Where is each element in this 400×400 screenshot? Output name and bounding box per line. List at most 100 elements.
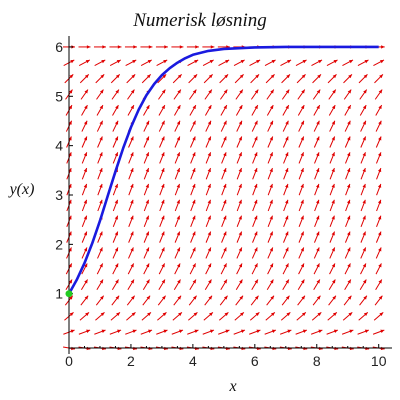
field-arrow bbox=[329, 263, 336, 275]
field-arrow bbox=[205, 152, 212, 164]
axes bbox=[68, 36, 392, 354]
field-arrow bbox=[267, 120, 274, 132]
field-arrow bbox=[110, 312, 121, 321]
field-arrow bbox=[96, 89, 104, 100]
y-tick-label: 6 bbox=[55, 39, 63, 55]
field-arrow bbox=[267, 136, 274, 148]
field-arrow bbox=[128, 231, 134, 243]
field-arrow bbox=[376, 183, 382, 196]
field-arrow bbox=[282, 104, 290, 116]
field-arrow bbox=[326, 329, 339, 335]
field-arrow bbox=[78, 329, 91, 335]
field-arrow bbox=[329, 120, 336, 132]
field-arrow bbox=[298, 215, 304, 228]
field-arrow bbox=[205, 215, 212, 228]
field-arrow bbox=[298, 152, 305, 164]
field-arrow bbox=[127, 89, 135, 100]
field-arrow bbox=[249, 312, 260, 321]
field-arrow bbox=[295, 329, 308, 335]
field-arrow bbox=[328, 89, 337, 100]
field-arrow bbox=[81, 120, 88, 132]
field-arrow bbox=[249, 59, 261, 67]
field-arrow bbox=[156, 59, 168, 67]
field-arrow bbox=[141, 74, 152, 84]
field-arrow bbox=[125, 329, 137, 335]
field-arrow bbox=[219, 74, 229, 84]
field-arrow bbox=[328, 279, 336, 291]
field-arrow bbox=[298, 136, 305, 148]
field-arrow bbox=[360, 183, 366, 196]
field-arrow bbox=[81, 136, 88, 148]
field-arrow bbox=[281, 74, 291, 84]
field-arrow bbox=[329, 152, 335, 164]
field-arrow bbox=[375, 120, 382, 132]
field-arrow bbox=[311, 312, 322, 321]
field-arrow bbox=[374, 89, 383, 100]
field-arrow bbox=[111, 89, 120, 100]
field-arrow bbox=[220, 120, 227, 132]
field-arrow bbox=[360, 231, 366, 243]
field-arrow bbox=[111, 295, 120, 306]
field-arrow bbox=[78, 45, 91, 49]
field-arrow bbox=[95, 312, 105, 321]
initial-point bbox=[65, 290, 73, 298]
field-arrow bbox=[112, 104, 119, 116]
field-arrow bbox=[109, 59, 121, 67]
field-arrow bbox=[236, 263, 243, 275]
field-arrow bbox=[112, 152, 119, 164]
field-arrow bbox=[329, 247, 336, 259]
y-tick-label: 2 bbox=[55, 236, 63, 252]
field-arrow bbox=[221, 231, 227, 243]
field-arrow bbox=[140, 329, 153, 335]
field-arrow bbox=[283, 183, 289, 196]
field-arrow bbox=[328, 104, 336, 116]
field-arrow bbox=[140, 45, 153, 49]
x-tick-label: 0 bbox=[65, 353, 73, 369]
x-axis-label: x bbox=[228, 378, 236, 395]
solution-curve bbox=[67, 45, 379, 295]
field-arrow bbox=[158, 263, 166, 275]
field-arrow bbox=[282, 247, 289, 259]
field-arrow bbox=[221, 199, 227, 212]
field-arrow bbox=[174, 104, 181, 116]
field-arrow bbox=[265, 74, 275, 84]
field-arrow bbox=[329, 136, 336, 148]
field-arrow bbox=[95, 295, 105, 306]
field-arrow bbox=[342, 59, 354, 67]
field-arrow bbox=[81, 263, 88, 275]
field-arrow bbox=[312, 89, 321, 100]
field-arrow bbox=[97, 136, 103, 148]
field-arrow bbox=[187, 329, 199, 335]
field-arrow bbox=[188, 295, 197, 306]
field-arrow bbox=[190, 152, 196, 164]
x-tick-label: 2 bbox=[127, 353, 135, 369]
field-arrow bbox=[267, 263, 274, 275]
field-arrow bbox=[125, 59, 137, 67]
field-arrow bbox=[81, 215, 88, 228]
field-arrow bbox=[173, 279, 181, 291]
field-arrow bbox=[203, 74, 213, 84]
field-arrow bbox=[174, 263, 181, 275]
field-arrow bbox=[343, 295, 352, 306]
field-arrow bbox=[266, 104, 274, 116]
field-arrow bbox=[127, 104, 135, 116]
field-arrow bbox=[235, 295, 244, 306]
field-arrow bbox=[234, 74, 244, 84]
field-arrow bbox=[251, 279, 259, 291]
field-arrow bbox=[251, 104, 259, 116]
field-arrow bbox=[372, 329, 385, 335]
field-arrow bbox=[236, 136, 243, 148]
field-arrow bbox=[281, 89, 290, 100]
field-arrow bbox=[360, 199, 366, 212]
field-arrow bbox=[314, 199, 320, 212]
field-arrow bbox=[79, 74, 90, 84]
field-arrow bbox=[375, 247, 382, 259]
field-arrow bbox=[360, 263, 367, 275]
field-arrow bbox=[112, 263, 119, 275]
field-arrow bbox=[360, 247, 367, 259]
field-arrow bbox=[252, 231, 258, 243]
field-arrow bbox=[174, 215, 181, 228]
field-arrow bbox=[252, 199, 258, 212]
field-arrow bbox=[345, 215, 351, 228]
field-arrow bbox=[143, 247, 150, 259]
